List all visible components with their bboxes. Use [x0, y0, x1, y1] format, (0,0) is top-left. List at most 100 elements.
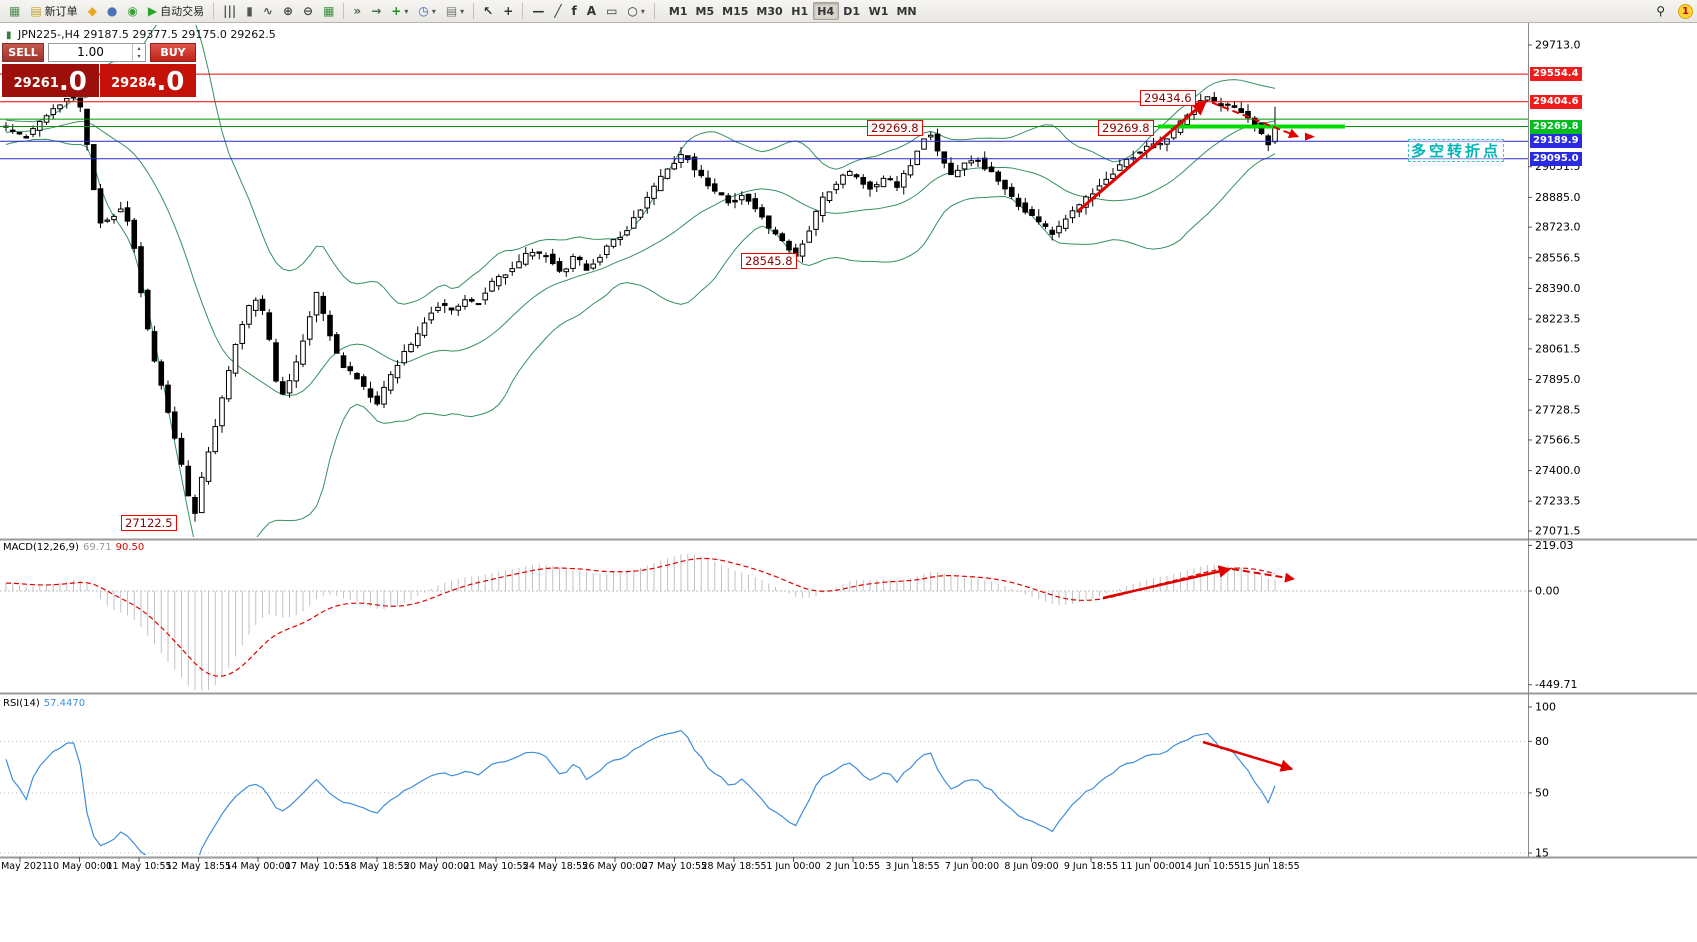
profile-icon[interactable]: ● — [102, 2, 122, 21]
profile-icon: ● — [106, 4, 118, 18]
svg-text:3 Jun 18:55: 3 Jun 18:55 — [885, 861, 939, 872]
auto-trading-button[interactable]: ▶ 自动交易 — [143, 2, 209, 21]
rsi-pane[interactable] — [0, 729, 1528, 869]
svg-text:27 May 10:55: 27 May 10:55 — [642, 861, 707, 872]
svg-text:15: 15 — [1535, 847, 1549, 860]
sell-price-display[interactable]: 29261 .0 — [2, 64, 99, 97]
timeframe-button-h1[interactable]: H1 — [791, 4, 809, 18]
macd-main-value: 69.71 — [82, 542, 112, 553]
horizontal-line-icon: — — [532, 4, 545, 18]
periods-icon[interactable]: ◷ ▾ — [413, 2, 441, 21]
svg-text:0.00: 0.00 — [1535, 585, 1560, 598]
templates-icon: ▤ — [445, 4, 458, 18]
trendline-icon: ╱ — [554, 4, 562, 18]
chevron-down-icon: ▾ — [431, 6, 436, 16]
svg-text:28723.0: 28723.0 — [1535, 221, 1581, 234]
timeframe-button-m5[interactable]: M5 — [695, 4, 715, 18]
timeframe-button-d1[interactable]: D1 — [843, 4, 861, 18]
rsi-name: RSI(14) — [3, 698, 40, 709]
timeframe-button-w1[interactable]: W1 — [868, 4, 889, 18]
label-tool-icon[interactable]: ▭ — [601, 2, 622, 21]
bar-chart-icon: ||| — [223, 4, 237, 18]
fibonacci-icon[interactable]: f — [567, 2, 582, 21]
new-order-button[interactable]: ▤ 新订单 — [25, 2, 82, 21]
lot-stepper[interactable]: ▴ ▾ — [132, 44, 145, 61]
timeframe-button-m30[interactable]: M30 — [756, 4, 783, 18]
crosshair-icon[interactable]: + — [498, 2, 518, 21]
one-click-trading-panel[interactable]: SELL 1.00 ▴ ▾ BUY 29261 .0 29284 .0 — [2, 43, 196, 97]
lot-size-value[interactable]: 1.00 — [77, 45, 104, 59]
templates-icon[interactable]: ▤ ▾ — [441, 2, 469, 21]
timeframe-button-m1[interactable]: M1 — [668, 4, 688, 18]
timeframe-button-mn[interactable]: MN — [896, 4, 917, 18]
info-icon: ◉ — [127, 4, 138, 18]
metaquotes-icon: ◆ — [87, 4, 97, 18]
price-annotation-label[interactable]: 28545.8 — [741, 253, 797, 269]
svg-text:12 May 18:55: 12 May 18:55 — [166, 861, 231, 872]
auto-trading-icon: ▶ — [147, 4, 158, 18]
turning-point-annotation[interactable]: 多空转折点 — [1408, 139, 1505, 162]
svg-text:1 Jun 00:00: 1 Jun 00:00 — [766, 861, 820, 872]
info-icon[interactable]: ◉ — [122, 2, 142, 21]
svg-text:50: 50 — [1535, 786, 1549, 799]
chart-annotations[interactable] — [1077, 99, 1345, 213]
lot-size-field[interactable]: 1.00 ▴ ▾ — [48, 43, 146, 62]
sell-price-big: .0 — [58, 67, 87, 97]
indicators-icon[interactable]: + ▾ — [386, 2, 413, 21]
zoom-out-icon[interactable]: ⊖ — [298, 2, 318, 21]
search-button[interactable]: ⚲ — [1651, 2, 1670, 21]
lot-decrement-icon[interactable]: ▾ — [137, 52, 141, 60]
chart-area[interactable]: 29713.0 29051.5 28885.0 28723.0 28556.5 28390… — [0, 23, 1697, 942]
lot-increment-icon[interactable]: ▴ — [137, 45, 141, 53]
svg-text:28223.5: 28223.5 — [1535, 313, 1581, 326]
bollinger-bands — [5, 25, 1276, 537]
zoom-in-icon: ⊕ — [282, 4, 294, 18]
chart-shift-icon[interactable]: → — [366, 2, 386, 21]
zoom-in-icon[interactable]: ⊕ — [278, 2, 298, 21]
chart-window-icon[interactable]: ▦ — [4, 2, 25, 21]
timeframe-button-m15[interactable]: M15 — [722, 4, 749, 18]
buy-button[interactable]: BUY — [150, 43, 196, 62]
price-axis-tag: 29554.4 — [1530, 67, 1582, 82]
text-tool-icon[interactable]: A — [582, 2, 601, 21]
chart-icon: ▮ — [6, 30, 12, 41]
horizontal-lines-layer[interactable] — [0, 73, 1528, 160]
label-tool-icon: ▭ — [606, 4, 618, 18]
svg-text:27400.0: 27400.0 — [1535, 464, 1581, 477]
price-annotation-label[interactable]: 29269.8 — [867, 120, 923, 136]
price-annotation-label[interactable]: 27122.5 — [121, 515, 177, 531]
auto-scroll-icon[interactable]: » — [348, 2, 366, 21]
indicators-icon: + — [391, 4, 402, 18]
sell-price-small: 29261 — [13, 76, 59, 92]
trade-controls-row: SELL 1.00 ▴ ▾ BUY — [2, 43, 196, 62]
svg-text:8 Jun 09:00: 8 Jun 09:00 — [1004, 861, 1058, 872]
bar-chart-icon[interactable]: ||| — [218, 2, 241, 21]
horizontal-line-icon[interactable]: — — [527, 2, 549, 21]
tile-windows-icon[interactable]: ▦ — [318, 2, 339, 21]
candlesticks[interactable] — [3, 89, 1278, 522]
chart-svg[interactable]: 29713.029051.528885.028723.028556.528390… — [0, 23, 1697, 942]
trendline-icon[interactable]: ╱ — [549, 2, 566, 21]
shapes-icon: ○ — [627, 4, 638, 18]
cursor-icon[interactable]: ↖ — [478, 2, 498, 21]
new-order-button-label: 新订单 — [44, 5, 78, 18]
price-annotation-label[interactable]: 29434.6 — [1140, 90, 1196, 106]
auto-scroll-icon: » — [353, 4, 362, 18]
line-chart-icon: ∿ — [262, 4, 273, 18]
svg-text:26 May 00:00: 26 May 00:00 — [582, 861, 647, 872]
svg-text:14 Jun 10:55: 14 Jun 10:55 — [1180, 861, 1240, 872]
shapes-icon[interactable]: ○ ▾ — [622, 2, 650, 21]
metaquotes-icon[interactable]: ◆ — [83, 2, 102, 21]
macd-pane[interactable] — [0, 553, 1528, 694]
buy-price-big: .0 — [156, 67, 185, 97]
timeframe-button-h4[interactable]: H4 — [812, 2, 839, 20]
price-annotation-label[interactable]: 29269.8 — [1098, 120, 1154, 136]
candlestick-chart-icon[interactable]: ▮ — [241, 2, 258, 21]
buy-price-display[interactable]: 29284 .0 — [99, 64, 196, 97]
sell-button[interactable]: SELL — [2, 43, 44, 62]
svg-text:10 May 00:00: 10 May 00:00 — [47, 861, 112, 872]
line-chart-icon[interactable]: ∿ — [258, 2, 278, 21]
toolbar-separator — [343, 3, 345, 19]
notification-badge[interactable]: 1 — [1678, 3, 1693, 19]
chart-shift-icon: → — [371, 4, 382, 18]
